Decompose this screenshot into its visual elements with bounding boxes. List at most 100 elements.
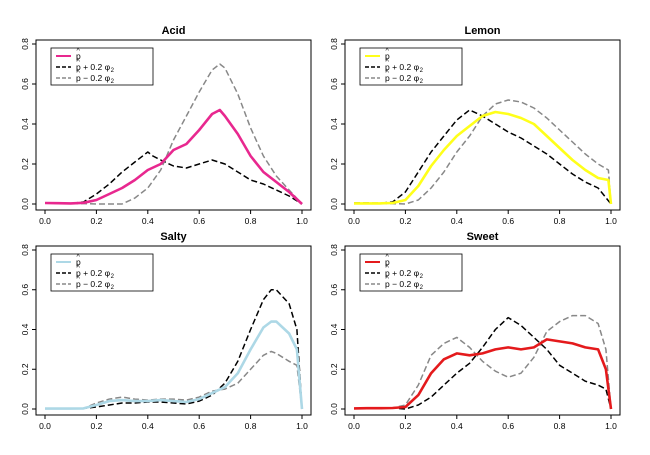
x-tick-label: 0.0 [39,421,51,431]
legend-label: p − 0.2 φ [385,279,420,289]
series-group [45,289,304,410]
legend-subscript: 2 [111,79,115,85]
y-tick-label: 0.0 [20,198,30,210]
legend-hat: ^ [77,276,81,283]
legend-subscript: 2 [420,274,424,280]
legend-hat: ^ [77,48,81,55]
y-tick-label: 0.0 [329,403,339,415]
x-tick-label: 0.4 [142,216,154,226]
legend-hat: ^ [386,254,390,261]
series-group [353,314,613,410]
legend-label: p − 0.2 φ [385,73,420,83]
series-line-p [45,320,304,410]
chart-title: Sweet [467,231,499,243]
x-tick-label: 1.0 [605,421,617,431]
legend-hat: ^ [386,70,390,77]
legend-label: p + 0.2 φ [76,268,111,278]
plot-frame [344,245,621,416]
x-tick-label: 0.2 [399,216,411,226]
x-tick-label: 0.4 [142,421,154,431]
legend-label: p + 0.2 φ [76,62,111,72]
x-tick-label: 0.0 [348,421,360,431]
legend-label: p − 0.2 φ [76,279,111,289]
y-tick-label: 0.8 [329,38,339,50]
y-tick-label: 0.2 [329,158,339,170]
chart-title: Lemon [464,25,500,37]
legend-subscript: 2 [420,285,424,291]
plot-frame [35,245,312,416]
series-line-p-plus [44,151,303,205]
legend-hat: ^ [77,70,81,77]
y-tick-label: 0.8 [329,244,339,256]
y-tick-label: 0.8 [20,38,30,50]
legend: p^p + 0.2 φ^2p − 0.2 φ^2 [50,253,154,292]
legend-hat: ^ [386,59,390,66]
series-line-p-minus [44,63,303,205]
y-tick-label: 0.4 [329,323,339,335]
legend-subscript: 2 [111,68,115,74]
x-tick-label: 0.4 [451,216,463,226]
legend-label: p + 0.2 φ [385,62,420,72]
x-tick-label: 0.6 [193,216,205,226]
x-tick-label: 0.2 [90,421,102,431]
legend-hat: ^ [386,276,390,283]
plot-frame [344,39,621,211]
legend-subscript: 2 [420,79,424,85]
x-tick-label: 1.0 [296,216,308,226]
legend: p^p + 0.2 φ^2p − 0.2 φ^2 [359,253,463,292]
legend-label: p [76,51,81,61]
x-tick-label: 1.0 [296,421,308,431]
y-tick-label: 0.0 [329,198,339,210]
series-line-p [354,110,613,205]
y-tick-label: 0.6 [20,284,30,296]
legend-label: p [385,257,390,267]
x-tick-label: 0.8 [245,421,257,431]
series-line-p [353,338,613,410]
series-line-p-plus [354,109,612,205]
y-tick-label: 0.4 [329,118,339,130]
y-tick-label: 0.4 [20,323,30,335]
series-line-p-minus [353,314,612,410]
legend-hat: ^ [77,265,81,272]
plot-frame [35,39,312,211]
series-line-p-minus [353,99,612,205]
x-tick-label: 0.2 [90,216,102,226]
legend-label: p [76,257,81,267]
series-group [44,63,303,205]
y-tick-label: 0.0 [20,403,30,415]
y-tick-label: 0.6 [329,78,339,90]
y-tick-label: 0.8 [20,244,30,256]
legend-subscript: 2 [111,285,115,291]
y-tick-label: 0.6 [329,284,339,296]
series-line-p [44,108,303,205]
legend-subscript: 2 [420,68,424,74]
legend-label: p − 0.2 φ [76,73,111,83]
x-tick-label: 0.8 [245,216,257,226]
x-tick-label: 0.0 [348,216,360,226]
y-tick-label: 0.4 [20,118,30,130]
chart-title: Acid [162,25,186,37]
legend-label: p + 0.2 φ [385,268,420,278]
legend: p^p + 0.2 φ^2p − 0.2 φ^2 [50,47,154,86]
x-tick-label: 0.8 [554,216,566,226]
y-tick-label: 0.2 [329,363,339,375]
x-tick-label: 0.2 [399,421,411,431]
legend: p^p + 0.2 φ^2p − 0.2 φ^2 [359,47,463,86]
series-line-p-plus [45,289,303,410]
chart-title: Salty [160,231,187,243]
series-line-p-plus [353,316,612,410]
legend-subscript: 2 [111,274,115,280]
x-tick-label: 0.6 [502,421,514,431]
legend-label: p [385,51,390,61]
legend-hat: ^ [386,265,390,272]
x-tick-label: 0.6 [193,421,205,431]
x-tick-label: 0.8 [554,421,566,431]
x-tick-label: 0.4 [451,421,463,431]
x-tick-label: 0.0 [39,216,51,226]
legend-hat: ^ [77,254,81,261]
